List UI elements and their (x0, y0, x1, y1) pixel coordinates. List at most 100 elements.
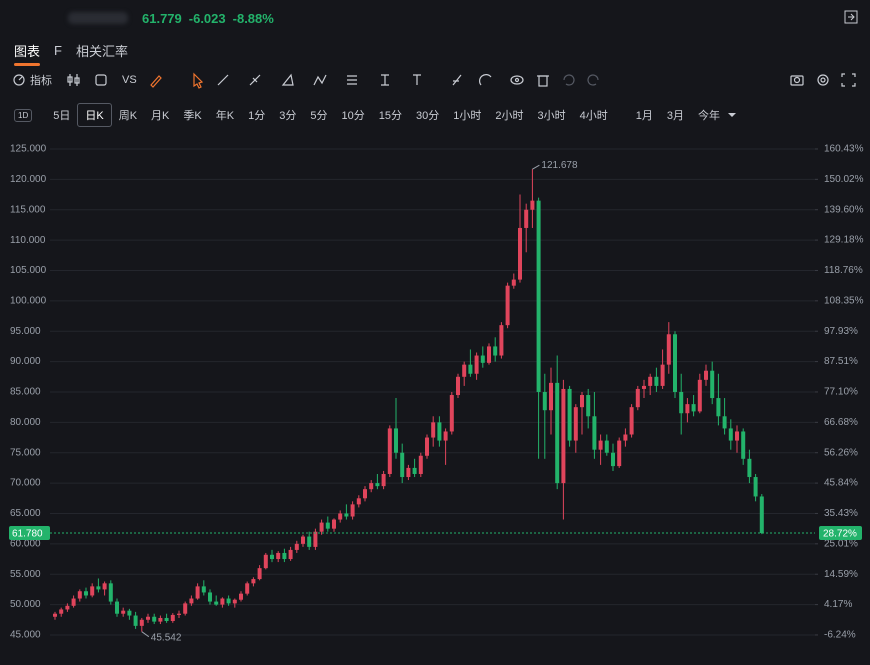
period[interactable]: 1月 (635, 110, 653, 122)
period[interactable]: 3月 (666, 110, 684, 122)
period[interactable]: 日K (77, 103, 112, 127)
period[interactable]: 4小时 (579, 110, 608, 122)
candle-body (319, 522, 324, 532)
dropdown-arrow[interactable] (727, 110, 737, 120)
chart: 125.000 120.000 115.000 110.000 105.000 100.0… (9, 144, 864, 643)
candle-body (139, 619, 144, 626)
period[interactable]: 1小时 (453, 110, 482, 122)
period[interactable]: 年K (215, 110, 235, 122)
y2-tick-label: 14.59% (824, 569, 858, 580)
candle-body (183, 603, 188, 614)
candle-body (239, 593, 243, 600)
price: 61.779 (142, 10, 182, 26)
candle-body (220, 598, 225, 605)
period[interactable]: 2小时 (495, 110, 524, 122)
candle-body (301, 536, 305, 544)
candle-body (555, 382, 560, 484)
candle-body (518, 227, 522, 280)
candle-body (251, 579, 256, 584)
candle-body (685, 404, 690, 414)
candle-body (115, 601, 119, 614)
candle-body (121, 610, 126, 614)
y2-tick-label: 118.76% (824, 265, 863, 276)
candle-body (654, 376, 659, 386)
y2-tick-label: -6.24% (824, 630, 856, 641)
candle-body (344, 513, 349, 517)
candle-body (679, 391, 684, 414)
period[interactable]: 3分 (279, 110, 297, 122)
candle-body (418, 455, 423, 474)
candle-body (363, 489, 367, 499)
y-tick-label: 115.000 (10, 204, 46, 215)
candle-body (691, 404, 696, 412)
tab[interactable]: F (54, 42, 62, 58)
candle-body (263, 554, 268, 569)
period[interactable]: 今年 (697, 110, 720, 122)
period[interactable]: 1分 (248, 110, 266, 122)
candle-body (387, 428, 392, 474)
candle-body (53, 613, 57, 617)
y2-tick-label: 35.43% (824, 508, 858, 519)
candle-body (313, 531, 318, 547)
candle-body (232, 599, 237, 604)
candle-body (65, 605, 70, 610)
y-tick-label: 110.000 (10, 235, 46, 246)
candle-body (716, 398, 721, 417)
candle-body (530, 200, 535, 210)
candle-body (505, 285, 510, 326)
candle-body (561, 388, 566, 484)
period[interactable]: 月K (151, 110, 170, 122)
period[interactable]: 季K (183, 110, 202, 122)
candle-body (642, 385, 646, 389)
candle-body (443, 431, 448, 441)
period[interactable]: 30分 (415, 110, 440, 122)
vs-button[interactable]: VS (122, 74, 137, 86)
period[interactable]: 周K (118, 110, 138, 122)
candle-body (276, 552, 281, 560)
candle-body (400, 452, 405, 478)
y2-tick-label: 56.26% (824, 447, 858, 458)
period[interactable]: 10分 (341, 110, 365, 122)
period-icon[interactable]: 1D (14, 108, 33, 122)
candle-body (282, 552, 287, 560)
y-tick-label: 45.000 (10, 630, 41, 641)
y-tick-label: 50.000 (10, 599, 41, 610)
candle-body (697, 379, 702, 412)
change: -6.023 (188, 10, 226, 26)
y-tick-label: 55.000 (10, 569, 41, 580)
candle-body (195, 586, 200, 599)
candle-body (480, 355, 485, 363)
y2-tick-label: 25.01% (824, 538, 858, 549)
period[interactable]: 3小时 (537, 110, 566, 122)
y-tick-label: 125.000 (10, 144, 47, 155)
candle-body (425, 437, 429, 456)
candle-body (245, 583, 250, 594)
candle-body (338, 513, 343, 520)
candle-body (660, 364, 665, 386)
toolbar: 指标 VS (0, 70, 870, 90)
candle-body (648, 376, 653, 386)
y2-tick-label: 150.02% (824, 174, 864, 185)
candle-body (77, 591, 82, 599)
tab[interactable]: 相关汇率 (75, 43, 128, 59)
candle-body (84, 591, 88, 596)
last-price-box (9, 526, 50, 541)
candle-body (96, 586, 101, 590)
candle-body (356, 498, 361, 505)
period[interactable]: 15分 (378, 110, 402, 122)
candle-body (152, 616, 157, 622)
y-tick-label: 105.000 (10, 265, 47, 276)
candle-body (164, 617, 169, 621)
period[interactable]: 5分 (310, 110, 328, 122)
period[interactable]: 5日 (53, 110, 71, 122)
candle-body (214, 601, 219, 605)
candle-body (133, 615, 138, 626)
candle-body (586, 395, 591, 417)
tab[interactable]: 图表 (14, 41, 41, 66)
exit-icon[interactable] (844, 10, 858, 24)
indicators-button[interactable]: 指标 (30, 75, 52, 87)
candle-body (524, 209, 529, 228)
candle-body (189, 598, 194, 604)
y-tick-label: 120.000 (10, 174, 47, 185)
candle-body (722, 416, 727, 429)
